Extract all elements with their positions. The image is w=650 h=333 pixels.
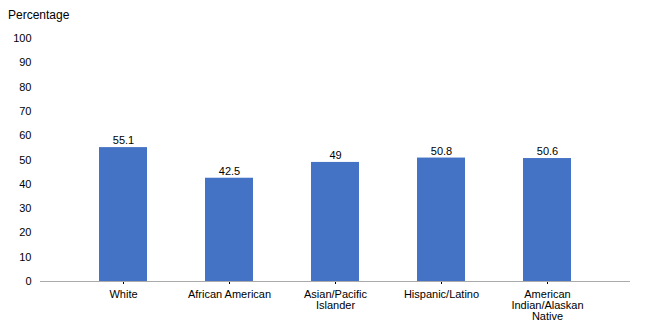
svg-text:90: 90 — [19, 56, 31, 68]
svg-text:100: 100 — [13, 32, 31, 44]
svg-text:50.6: 50.6 — [537, 145, 558, 157]
svg-text:40: 40 — [19, 178, 31, 190]
svg-text:White: White — [109, 288, 137, 300]
svg-text:0: 0 — [25, 275, 31, 287]
svg-text:49: 49 — [329, 149, 341, 161]
svg-text:50: 50 — [19, 154, 31, 166]
svg-text:Hispanic/Latino: Hispanic/Latino — [404, 288, 479, 300]
svg-text:70: 70 — [19, 105, 31, 117]
svg-text:50.8: 50.8 — [431, 145, 452, 157]
svg-text:60: 60 — [19, 129, 31, 141]
svg-text:42.5: 42.5 — [219, 165, 240, 177]
svg-text:AmericanIndian/AlaskanNative: AmericanIndian/AlaskanNative — [511, 288, 583, 322]
svg-text:African American: African American — [188, 288, 271, 300]
svg-text:20: 20 — [19, 226, 31, 238]
svg-text:55.1: 55.1 — [113, 134, 134, 146]
svg-text:10: 10 — [19, 251, 31, 263]
html-text:Percentage: Percentage — [8, 8, 70, 22]
svg-text:Asian/PacificIslander: Asian/PacificIslander — [304, 288, 367, 311]
svg-text:30: 30 — [19, 202, 31, 214]
svg-text:80: 80 — [19, 81, 31, 93]
